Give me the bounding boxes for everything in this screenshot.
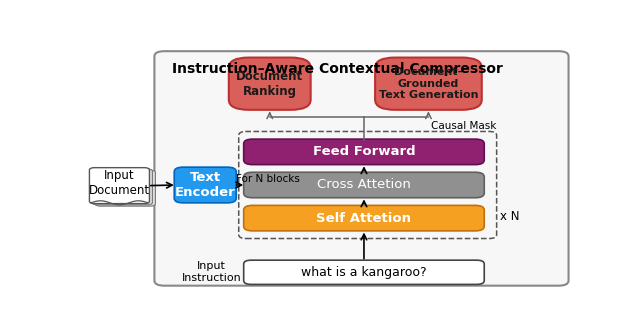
FancyBboxPatch shape	[244, 260, 484, 284]
Text: Self Attetion: Self Attetion	[316, 212, 412, 225]
Text: Cross Attetion: Cross Attetion	[317, 178, 411, 192]
FancyBboxPatch shape	[95, 170, 156, 206]
Text: Causal Mask: Causal Mask	[431, 121, 496, 131]
FancyBboxPatch shape	[90, 168, 150, 204]
Text: For N blocks: For N blocks	[236, 174, 300, 184]
FancyBboxPatch shape	[174, 167, 236, 203]
Text: Feed Forward: Feed Forward	[313, 145, 415, 158]
Text: Input
Instruction: Input Instruction	[182, 261, 241, 283]
FancyBboxPatch shape	[244, 172, 484, 198]
FancyBboxPatch shape	[244, 139, 484, 165]
FancyBboxPatch shape	[244, 205, 484, 231]
Text: Document–
Grounded
Text Generation: Document– Grounded Text Generation	[379, 67, 478, 100]
FancyBboxPatch shape	[154, 51, 568, 286]
Text: Input
Document: Input Document	[89, 169, 150, 197]
Text: Text
Encoder: Text Encoder	[175, 171, 236, 199]
FancyBboxPatch shape	[92, 169, 152, 205]
Text: x N: x N	[500, 211, 520, 223]
Text: Document
Ranking: Document Ranking	[236, 70, 303, 98]
Text: Instruction–Aware Contextual Compressor: Instruction–Aware Contextual Compressor	[172, 62, 502, 76]
FancyBboxPatch shape	[229, 58, 310, 110]
FancyBboxPatch shape	[375, 58, 482, 110]
Text: what is a kangaroo?: what is a kangaroo?	[301, 266, 427, 279]
